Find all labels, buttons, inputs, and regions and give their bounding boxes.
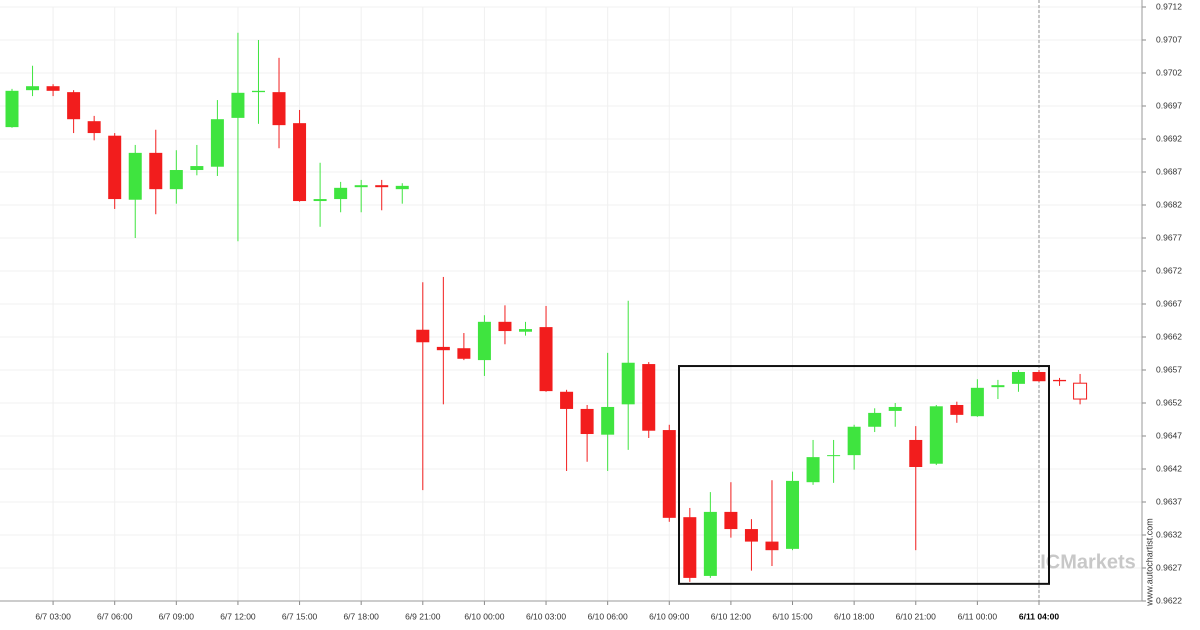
- candle-body: [334, 187, 348, 200]
- candle-body: [251, 90, 265, 93]
- candle-body: [580, 408, 594, 435]
- candle-body: [929, 406, 943, 464]
- candle-body: [847, 426, 861, 456]
- candle-body: [498, 321, 512, 332]
- y-tick-label: 0.9622: [1156, 595, 1182, 605]
- x-tick-label: 6/9 21:00: [405, 611, 441, 621]
- x-tick-label: 6/10 21:00: [896, 611, 936, 621]
- candle-body: [539, 327, 553, 392]
- x-tick-label: 6/10 09:00: [649, 611, 689, 621]
- candle-body: [827, 455, 841, 457]
- x-tick-label: 6/7 03:00: [35, 611, 71, 621]
- x-tick-label: 6/7 18:00: [343, 611, 379, 621]
- candle-body: [1011, 371, 1025, 384]
- candle-body: [519, 329, 532, 332]
- y-tick-label: 0.9712: [1156, 1, 1182, 11]
- candle-body: [601, 406, 615, 435]
- x-tick-label: 6/7 09:00: [159, 611, 195, 621]
- x-tick-label: 6/10 00:00: [464, 611, 504, 621]
- candle-body: [395, 185, 409, 190]
- candle-body: [416, 329, 430, 343]
- x-tick-label: 6/10 15:00: [772, 611, 812, 621]
- candle-body: [703, 511, 717, 576]
- candle-body: [888, 406, 902, 411]
- y-tick-label: 0.9687: [1156, 166, 1182, 176]
- candle-body: [909, 439, 923, 468]
- candle-body: [662, 430, 676, 518]
- candle-body: [991, 385, 1005, 388]
- candle-body: [642, 364, 656, 431]
- y-tick-label: 0.9672: [1156, 265, 1182, 275]
- candle-body: [169, 170, 183, 190]
- candle-body: [5, 90, 19, 128]
- y-tick-label: 0.9657: [1156, 364, 1182, 374]
- candle-body: [1032, 371, 1046, 382]
- candle-body: [806, 457, 820, 483]
- x-tick-label: 6/10 03:00: [526, 611, 566, 621]
- x-tick-label: 6/11 00:00: [958, 611, 998, 621]
- candle-body: [67, 92, 81, 120]
- candle-body: [1053, 379, 1067, 382]
- y-tick-label: 0.9697: [1156, 100, 1182, 110]
- candle-body: [87, 121, 101, 134]
- candle-body: [231, 92, 245, 118]
- x-tick-label: 6/7 06:00: [97, 611, 133, 621]
- x-tick-label: 6/10 06:00: [588, 611, 628, 621]
- candle-body: [313, 199, 327, 202]
- candle-body: [149, 152, 163, 190]
- y-tick-label: 0.9642: [1156, 463, 1182, 473]
- candle-body: [786, 480, 800, 549]
- candle-body: [108, 135, 122, 200]
- candle-body: [457, 348, 471, 359]
- candle-body: [744, 529, 758, 542]
- candle-body: [210, 119, 224, 167]
- candle-body: [190, 166, 204, 171]
- candle-body: [477, 321, 491, 361]
- candle-body: [46, 86, 60, 91]
- y-tick-label: 0.9632: [1156, 529, 1182, 539]
- candle-body: [128, 152, 142, 200]
- candle-body: [436, 346, 450, 351]
- watermark-site: www.autochartist.com: [1144, 518, 1154, 607]
- x-tick-label: 6/10 18:00: [834, 611, 874, 621]
- y-tick-label: 0.9662: [1156, 331, 1182, 341]
- candle-body: [683, 517, 697, 578]
- candle-body: [272, 92, 286, 126]
- candle-body: [354, 185, 368, 188]
- candle-body: [621, 362, 635, 405]
- y-tick-label: 0.9627: [1156, 562, 1182, 572]
- candle-body: [724, 511, 738, 530]
- candle-body: [970, 387, 984, 417]
- candle-body: [26, 86, 40, 91]
- y-tick-label: 0.9702: [1156, 67, 1182, 77]
- candle-body: [868, 412, 882, 427]
- x-tick-label: 6/7 12:00: [220, 611, 256, 621]
- y-tick-label: 0.9707: [1156, 34, 1182, 44]
- candle-body: [950, 404, 964, 415]
- y-tick-label: 0.9682: [1156, 199, 1182, 209]
- y-tick-label: 0.9637: [1156, 496, 1182, 506]
- y-tick-label: 0.9652: [1156, 397, 1182, 407]
- candle-body: [560, 391, 574, 409]
- y-tick-label: 0.9667: [1156, 298, 1182, 308]
- y-tick-label: 0.9677: [1156, 232, 1182, 242]
- y-tick-label: 0.9647: [1156, 430, 1182, 440]
- candle-body: [765, 541, 779, 551]
- watermark-logo: ICMarkets: [1040, 551, 1136, 573]
- x-tick-label: 6/10 12:00: [711, 611, 751, 621]
- y-tick-label: 0.9692: [1156, 133, 1182, 143]
- candle-body: [293, 123, 307, 202]
- candle-body: [375, 185, 389, 188]
- grid: [0, 6, 1142, 602]
- x-tick-label: 6/7 15:00: [282, 611, 318, 621]
- candle-body: [1073, 382, 1088, 400]
- x-tick-label: 6/11 04:00: [1019, 611, 1059, 621]
- pattern-box: [678, 365, 1050, 585]
